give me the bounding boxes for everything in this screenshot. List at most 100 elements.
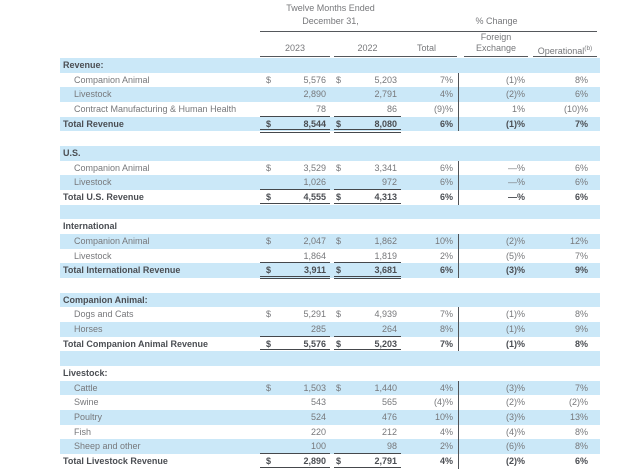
- table-row: Swine 543 565 (4)% (2)% (2)%: [60, 395, 600, 410]
- total-column-divider: [458, 380, 460, 469]
- row-label: Fish: [74, 426, 92, 437]
- cell-2022-value: 565: [381, 397, 397, 408]
- table-section: U.S. Companion Animal $ $3,529 3,341 6% —% 6% Li…: [60, 146, 600, 207]
- row-label: Livestock: [74, 250, 112, 261]
- section-total-row: Total U.S. Revenue $ $4,555 4,313 6% —% 6%: [60, 190, 600, 207]
- table-row: Cattle $ $1,503 1,440 4% (3)% 7%: [60, 380, 600, 396]
- cell-2022-value: 5,203: [374, 338, 397, 349]
- table-row: Sheep and other 100 98 2% (6)% 8%: [60, 439, 600, 455]
- cell-foreign-exchange-change: —%: [507, 162, 525, 173]
- row-label: Total U.S. Revenue: [63, 192, 144, 203]
- dollar-sign-2022: $: [336, 236, 342, 247]
- cell-2022-value: 264: [381, 324, 397, 335]
- cell-foreign-exchange-change: (1)%: [505, 74, 525, 85]
- row-label: Livestock: [74, 177, 112, 188]
- cell-total-change: 10%: [434, 236, 453, 247]
- cell-2023-value: 5,576: [303, 74, 326, 85]
- cell-foreign-exchange-change: (3)%: [505, 265, 525, 276]
- double-underline-2022: [334, 129, 401, 133]
- total-column-divider: [458, 160, 460, 205]
- cell-2023-value: 78: [315, 104, 326, 115]
- cell-2022-value: 86: [386, 104, 397, 115]
- dollar-sign-2022: $: [336, 309, 342, 320]
- row-label: Total Livestock Revenue: [63, 456, 168, 467]
- cell-foreign-exchange-change: —%: [507, 177, 525, 188]
- cell-2023-value: 1,864: [303, 250, 326, 261]
- row-label: Contract Manufacturing & Human Health: [74, 104, 237, 115]
- column-underline-2022: [334, 335, 401, 337]
- dollar-sign-2023: $: [266, 456, 272, 467]
- table-row: Dogs and Cats $ $5,291 4,939 7% (1)% 8%: [60, 307, 600, 322]
- dollar-sign-2022: $: [336, 456, 342, 467]
- table-row: Livestock 1,026 972 6% —% 6%: [60, 175, 600, 191]
- row-label: Livestock: [74, 89, 112, 100]
- cell-foreign-exchange-change: (2)%: [505, 236, 525, 247]
- cell-2023-value: 3,529: [303, 162, 326, 173]
- section-spacer-row: [60, 204, 600, 220]
- dollar-sign-2022: $: [336, 338, 342, 349]
- cell-total-change: 7%: [439, 309, 453, 320]
- dollar-sign-2023: $: [266, 338, 272, 349]
- section-total-row: Total International Revenue $ $3,911 3,681 6…: [60, 263, 600, 280]
- dollar-sign-2023: $: [266, 162, 272, 173]
- cell-foreign-exchange-change: 1%: [511, 104, 525, 115]
- section-header-row: Revenue:: [60, 58, 600, 73]
- cell-foreign-exchange-change: (2)%: [505, 89, 525, 100]
- cell-foreign-exchange-change: (1)%: [505, 324, 525, 335]
- dollar-sign-2023: $: [266, 265, 272, 276]
- total-column-divider: [458, 307, 460, 352]
- cell-total-change: 4%: [439, 382, 453, 393]
- pct-change-header: % Change: [475, 16, 518, 26]
- cell-2022-value: 972: [381, 177, 397, 188]
- dollar-sign-2022: $: [336, 192, 342, 203]
- cell-total-change: 2%: [439, 250, 453, 261]
- cell-2022-value: 2,791: [374, 456, 397, 467]
- cell-2023-value: 2,890: [303, 89, 326, 100]
- double-underline-2022: [334, 466, 401, 469]
- cell-2023-value: 1,503: [303, 382, 326, 393]
- table-row: Companion Animal $ $2,047 1,862 10% (2)% 12%: [60, 234, 600, 249]
- cell-total-change: 6%: [439, 118, 453, 129]
- column-header-total: Total: [416, 43, 436, 53]
- dollar-sign-2022: $: [336, 265, 342, 276]
- column-underline-2023: [260, 188, 330, 191]
- cell-operational-change: 8%: [574, 441, 588, 452]
- cell-foreign-exchange-change: (3)%: [505, 412, 525, 423]
- cell-operational-change: 7%: [574, 250, 588, 261]
- pct-change-rule: [396, 31, 597, 32]
- row-label: Companion Animal: [74, 74, 150, 85]
- section-header-row: International: [60, 219, 600, 234]
- section-spacer-row: [60, 351, 600, 367]
- table-section: Revenue: Companion Animal $ $5,576 5,203 7% (1…: [60, 58, 600, 133]
- table-row: Livestock 1,864 1,819 2% (5)% 7%: [60, 249, 600, 264]
- dollar-sign-2022: $: [336, 382, 342, 393]
- cell-2023-value: 220: [310, 426, 326, 437]
- column-underline-2023: [260, 115, 330, 117]
- section-spacer-row: [60, 131, 600, 146]
- total-column-divider: [458, 234, 460, 279]
- double-underline-2022: [334, 275, 401, 280]
- table-section: Livestock: Cattle $ $1,503 1,440 4% (3)% 7% Swin…: [60, 366, 600, 469]
- table-row: Fish 220 212 4% (4)% 8%: [60, 425, 600, 440]
- column-underline-2023: [260, 453, 330, 455]
- cell-operational-change: 7%: [574, 118, 588, 129]
- cell-total-change: 2%: [439, 441, 453, 452]
- row-label: Total Revenue: [63, 118, 124, 129]
- cell-operational-change: 6%: [574, 89, 588, 100]
- cell-2022-value: 1,862: [374, 236, 397, 247]
- column-underline-2022: [334, 115, 401, 117]
- cell-total-change: 10%: [434, 412, 453, 423]
- row-label: Total Companion Animal Revenue: [63, 338, 209, 349]
- table-row: Companion Animal $ $3,529 3,341 6% —% 6%: [60, 161, 600, 176]
- period-header-line1: Twelve Months Ended: [286, 3, 375, 13]
- cell-operational-change: 9%: [574, 324, 588, 335]
- dollar-sign-2022: $: [336, 74, 342, 85]
- cell-total-change: 4%: [439, 456, 453, 467]
- row-label: Companion Animal: [74, 236, 150, 247]
- cell-total-change: 6%: [439, 192, 453, 203]
- dollar-sign-2023: $: [266, 192, 272, 203]
- row-label: Horses: [74, 324, 103, 335]
- section-total-row: Total Revenue $ $8,544 8,080 6% (1)% 7%: [60, 116, 600, 133]
- double-underline-2023: [260, 275, 330, 280]
- header-rule-total: [396, 56, 457, 57]
